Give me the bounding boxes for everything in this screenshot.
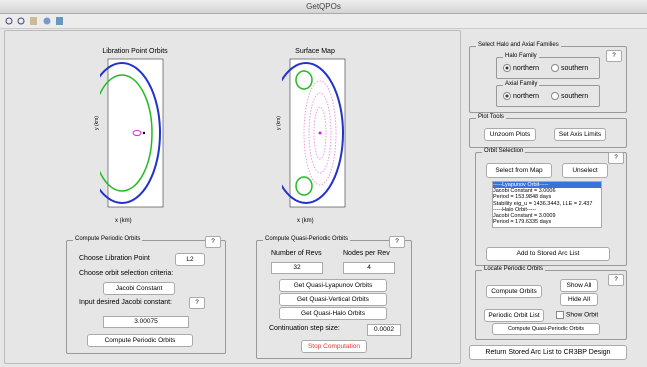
return-button[interactable]: Return Stored Arc List to CR3BP Design xyxy=(469,345,627,360)
libration-dropdown[interactable]: L2 xyxy=(175,253,205,266)
list-item[interactable]: -----Lyapunov Orbit----- xyxy=(493,182,601,189)
panel-title: Select Halo and Axial Families xyxy=(476,42,561,48)
list-item[interactable]: -----Halo Orbit----- xyxy=(493,206,537,213)
button[interactable]: Compute Quasi-Periodic Orbits xyxy=(492,323,600,335)
help-button[interactable]: ? xyxy=(189,297,205,309)
button[interactable]: Add to Stored Arc List xyxy=(486,247,610,261)
checkbox-label: Show Orbit xyxy=(566,311,599,319)
window-title: GetQPOs xyxy=(306,2,341,11)
jacobi-input[interactable]: 3.00075 xyxy=(103,316,189,328)
plot-tools-panel: Plot Tools Unzoom Plots Set Axis Limits xyxy=(469,114,627,148)
list-item[interactable]: Period = 153.9848 days xyxy=(493,194,552,201)
panel-title: Plot Tools xyxy=(476,114,506,120)
checkbox[interactable]: Show Orbit xyxy=(556,311,598,319)
button[interactable]: Compute Periodic Orbits xyxy=(87,334,193,347)
y-axis-label: y (km) xyxy=(93,116,100,130)
label: Continuation step size: xyxy=(269,325,340,332)
help-button[interactable]: ? xyxy=(608,152,624,164)
button[interactable]: Unselect xyxy=(562,163,608,178)
radio-label: northern xyxy=(513,92,540,100)
help-button[interactable]: ? xyxy=(389,236,405,248)
radio-option[interactable]: southern xyxy=(551,92,588,100)
label: Nodes per Rev xyxy=(343,250,390,257)
toolbar xyxy=(0,14,647,29)
halo-group: Halo Family northern southern xyxy=(496,53,600,79)
help-button[interactable]: ? xyxy=(606,50,622,62)
list-item[interactable]: Jacobi Constant = 3.0006 xyxy=(493,188,556,195)
revs-input[interactable]: 32 xyxy=(271,262,323,274)
orbit-selection-panel: Orbit Selection ? Select from Map Unsele… xyxy=(475,148,627,266)
compute-periodic-panel: Compute Periodic Orbits ? Choose Librati… xyxy=(66,236,226,354)
left-plot xyxy=(100,58,164,208)
list-item[interactable]: Stability eig_u = 1436.3443, LLE = 2.437 xyxy=(493,200,593,207)
button[interactable]: Show All xyxy=(560,279,598,292)
panel-title: Locate Periodic Orbits xyxy=(482,266,546,272)
radio-label: northern xyxy=(513,64,540,72)
locate-panel: Locate Periodic Orbits ? Compute Orbits … xyxy=(475,266,627,340)
button[interactable]: Get Quasi-Halo Orbits xyxy=(279,307,387,320)
radio-option[interactable]: northern xyxy=(503,92,539,100)
nodes-input[interactable]: 4 xyxy=(343,262,395,274)
families-panel: Select Halo and Axial Families ? Halo Fa… xyxy=(469,42,627,113)
quasi-panel: Compute Quasi-Periodic Orbits ? Number o… xyxy=(256,236,412,359)
toolbar-icons[interactable] xyxy=(0,14,80,28)
button[interactable]: Get Quasi-Vertical Orbits xyxy=(279,293,387,306)
plot-title: Surface Map xyxy=(295,48,335,55)
button[interactable]: Get Quasi-Lyapunov Orbits xyxy=(279,279,387,292)
label: Choose orbit selection criteria: xyxy=(79,270,174,277)
panel-title: Compute Periodic Orbits xyxy=(73,236,143,242)
button[interactable]: Compute Orbits xyxy=(486,285,542,298)
panel-title: Compute Quasi-Periodic Orbits xyxy=(263,236,351,242)
help-button[interactable]: ? xyxy=(608,274,624,286)
radio-option[interactable]: southern xyxy=(551,64,588,72)
radio-label: southern xyxy=(561,92,589,100)
axial-group: Axial Family northern southern xyxy=(496,81,600,107)
group-title: Halo Family xyxy=(503,53,539,59)
button[interactable]: Unzoom Plots xyxy=(484,128,536,141)
label: Input desired Jacobi constant: xyxy=(79,299,173,306)
y-axis-label: y (km) xyxy=(275,116,282,130)
help-button[interactable]: ? xyxy=(205,236,221,248)
label: Number of Revs xyxy=(271,250,322,257)
x-axis-label: x (km) xyxy=(297,218,314,224)
title-bar: GetQPOs xyxy=(0,0,647,14)
list-item[interactable]: Period = 179.6335 days xyxy=(493,219,552,226)
group-title: Axial Family xyxy=(503,81,540,87)
orbit-dropdown[interactable]: Periodic Orbit List xyxy=(484,309,544,322)
button[interactable]: Select from Map xyxy=(486,163,552,178)
right-plot xyxy=(282,58,346,208)
radio-label: southern xyxy=(561,64,589,72)
button[interactable]: Set Axis Limits xyxy=(554,128,606,141)
button[interactable]: Hide All xyxy=(560,293,598,306)
criteria-dropdown[interactable]: Jacobi Constant xyxy=(103,282,175,295)
stop-button[interactable]: Stop Computation xyxy=(301,340,367,353)
label: Choose Libration Point xyxy=(79,255,150,262)
x-axis-label: x (km) xyxy=(115,218,132,224)
panel-title: Orbit Selection xyxy=(482,148,526,154)
main-panel xyxy=(4,30,461,364)
step-input[interactable]: 0.0002 xyxy=(367,324,401,336)
orbit-list[interactable]: -----Lyapunov Orbit----- Jacobi Constant … xyxy=(492,181,602,228)
list-item[interactable]: Jacobi Constant = 3.0009 xyxy=(493,213,556,220)
radio-option[interactable]: northern xyxy=(503,64,539,72)
plot-title: Libration Point Orbits xyxy=(102,48,168,55)
